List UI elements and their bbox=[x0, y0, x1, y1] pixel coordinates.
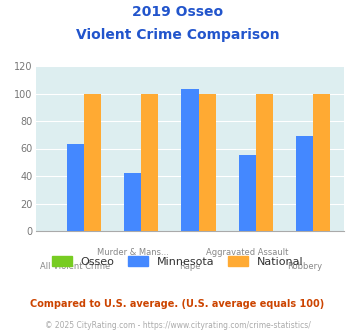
Text: Murder & Mans...: Murder & Mans... bbox=[97, 248, 169, 257]
Text: Violent Crime Comparison: Violent Crime Comparison bbox=[76, 28, 279, 42]
Bar bbox=[296, 136, 313, 231]
Bar bbox=[141, 93, 158, 231]
Bar bbox=[67, 145, 84, 231]
Text: 2019 Osseo: 2019 Osseo bbox=[132, 5, 223, 19]
Legend: Osseo, Minnesota, National: Osseo, Minnesota, National bbox=[48, 252, 307, 270]
Bar bbox=[124, 173, 141, 231]
Bar bbox=[181, 89, 198, 231]
Text: Compared to U.S. average. (U.S. average equals 100): Compared to U.S. average. (U.S. average … bbox=[31, 299, 324, 309]
Text: Robbery: Robbery bbox=[287, 262, 322, 271]
Text: Rape: Rape bbox=[179, 262, 201, 271]
Bar bbox=[313, 93, 330, 231]
Text: Aggravated Assault: Aggravated Assault bbox=[206, 248, 288, 257]
Text: © 2025 CityRating.com - https://www.cityrating.com/crime-statistics/: © 2025 CityRating.com - https://www.city… bbox=[45, 321, 310, 330]
Bar bbox=[198, 93, 216, 231]
Bar bbox=[256, 93, 273, 231]
Bar bbox=[239, 155, 256, 231]
Text: All Violent Crime: All Violent Crime bbox=[40, 262, 110, 271]
Bar bbox=[84, 93, 101, 231]
